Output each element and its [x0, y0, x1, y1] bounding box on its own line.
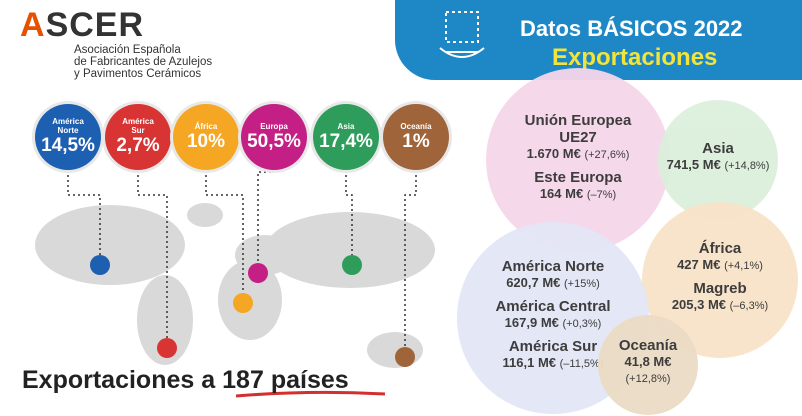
- footer-count: 187: [222, 366, 264, 394]
- logo-subtitle-line: y Pavimentos Cerámicos: [74, 68, 202, 80]
- bubble-value: 205,3 M€ (–6,3%): [672, 297, 768, 314]
- map-pin: [90, 255, 110, 275]
- map-pin: [395, 347, 415, 367]
- bubble-value: 741,5 M€ (+14,8%): [667, 157, 770, 174]
- logo-subtitle: Asociación Española de Fabricantes de Azu…: [74, 44, 212, 80]
- bubble-change: (+0,3%): [562, 318, 602, 330]
- footer-suffix: países: [270, 366, 349, 394]
- bubble-change: (–11,5%): [559, 358, 604, 370]
- region-name: Europa: [260, 121, 288, 131]
- bubble-value: 167,9 M€ (+0,3%): [505, 315, 602, 332]
- bubble-name: Asia: [702, 140, 734, 157]
- bubble-amount: 1.670 M€: [526, 145, 581, 161]
- world-map: [35, 203, 435, 368]
- footer: Exportaciones a 187 países: [22, 366, 356, 395]
- bubble-name: Este Europa: [534, 168, 622, 186]
- map-pin: [233, 293, 253, 313]
- bubble-name: Oceanía: [618, 337, 678, 354]
- bubble-amount: 167,9 M€: [504, 315, 559, 330]
- region-circle: África 10%: [173, 104, 239, 170]
- icon: [439, 11, 485, 58]
- bubble-change: (+14,8%): [724, 160, 770, 172]
- connector: [404, 170, 417, 357]
- map-pin: [157, 338, 177, 358]
- bubble-value: 41,8 M€ (+12,8%): [618, 354, 678, 387]
- bubble-amount: 41,8 M€: [624, 354, 672, 369]
- bubble-value: 164 M€ (–7%): [540, 186, 616, 203]
- region-share: 10%: [186, 130, 226, 152]
- banner-subtitle: Exportaciones: [552, 44, 718, 71]
- bubble-change: (–6,3%): [729, 300, 769, 312]
- bubble-value: 116,1 M€ (–11,5%): [503, 355, 604, 372]
- connector: [67, 170, 101, 265]
- logo-name: ASCER: [20, 6, 145, 44]
- bubble-change: (+15%): [564, 278, 600, 290]
- footer-text: Exportaciones a: [22, 366, 216, 394]
- bubble-name: América Norte: [501, 258, 605, 275]
- bubble: Unión Europea UE27 1.670 M€ (+27,6%) Este …: [486, 68, 670, 252]
- bubble-name: América Sur: [508, 338, 598, 355]
- region-circle: Europa 50,5%: [241, 104, 307, 170]
- underline: [235, 390, 386, 398]
- bubble-change: (+4,1%): [724, 260, 763, 272]
- region-circle: América Sur 2,7%: [105, 104, 171, 170]
- bubble: Asia 741,5 M€ (+14,8%): [658, 100, 778, 220]
- connector: [257, 170, 275, 273]
- bubble-change: (+12,8%): [625, 373, 671, 385]
- region-circle: Oceanía 1%: [383, 104, 449, 170]
- logo-subtitle-line: Asociación Española: [74, 44, 181, 56]
- bubble-change: (–7%): [586, 188, 617, 201]
- region-share: 2,7%: [116, 135, 160, 156]
- bubble-change: (+27,6%): [584, 148, 630, 161]
- bubble-name: Magreb: [693, 280, 747, 297]
- bubble-value: 1.670 M€ (+27,6%): [527, 146, 630, 163]
- connector: [345, 170, 353, 265]
- bubble-amount: 164 M€: [539, 185, 584, 201]
- bubble-name: África: [698, 240, 742, 257]
- region-name: Oceanía: [400, 121, 432, 131]
- bubble-amount: 427 M€: [677, 257, 721, 272]
- banner-title: Datos BÁSICOS 2022: [520, 16, 743, 41]
- bubble-value: 620,7 M€ (+15%): [506, 275, 600, 292]
- bubble-name: América Central: [495, 298, 611, 315]
- bubble-amount: 116,1 M€: [502, 355, 557, 370]
- bubble-amount: 205,3 M€: [671, 297, 727, 312]
- region-share: 1%: [402, 130, 430, 152]
- region-share: 17,4%: [319, 130, 373, 152]
- map-pin: [342, 255, 362, 275]
- bubble-value: 427 M€ (+4,1%): [677, 257, 763, 274]
- region-circle: América Norte 14,5%: [35, 104, 101, 170]
- map-pin: [248, 263, 268, 283]
- region-name: América Norte: [52, 117, 84, 135]
- bubble: África 427 M€ (+4,1%) Magreb 205,3 M€ (–6,3…: [642, 202, 798, 358]
- region-name: Asia: [337, 121, 355, 131]
- region-circle: Asia 17,4%: [313, 104, 379, 170]
- logo-subtitle-line: de Fabricantes de Azulejos: [74, 56, 213, 68]
- connector: [137, 170, 168, 348]
- connector: [205, 170, 244, 303]
- banner: [395, 0, 802, 80]
- bubble-amount: 741,5 M€: [666, 157, 721, 172]
- bubble-amount: 620,7 M€: [506, 275, 561, 290]
- region-name: América Sur: [122, 117, 154, 135]
- bubble: Oceanía 41,8 M€ (+12,8%): [598, 315, 698, 415]
- bubble-name: Unión Europea UE27: [524, 111, 632, 146]
- region-share: 14,5%: [41, 135, 95, 156]
- region-share: 50,5%: [247, 130, 301, 152]
- region-name: África: [194, 121, 218, 131]
